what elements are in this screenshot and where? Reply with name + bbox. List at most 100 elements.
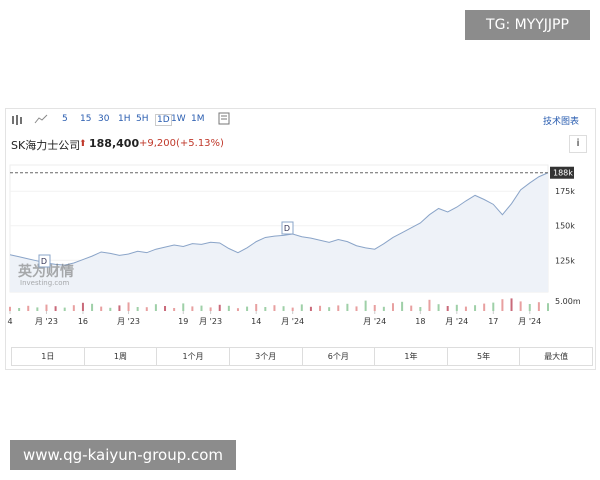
volume-bar	[382, 306, 385, 311]
range-button[interactable]: 1周	[85, 348, 158, 365]
volume-bar	[410, 305, 413, 311]
range-button[interactable]: 1日	[12, 348, 85, 365]
volume-bar	[373, 305, 376, 311]
volume-bar	[209, 307, 212, 311]
range-bar: 1日 1周 1个月 3个月 6个月 1年 5年 最大值	[11, 347, 593, 366]
x-tick-label: 月 '24	[363, 317, 386, 326]
x-tick-label: 月 '23	[199, 317, 222, 326]
volume-bar	[300, 304, 303, 311]
volume-bar	[27, 305, 30, 311]
volume-bar	[291, 307, 294, 311]
volume-bar	[255, 304, 258, 311]
x-tick-label: 14	[251, 317, 261, 326]
volume-bar	[401, 301, 404, 311]
range-button[interactable]: 1年	[375, 348, 448, 365]
volume-bar	[173, 308, 176, 311]
watermark-overlay: TG: MYYJJPP	[465, 10, 590, 40]
volume-bar	[18, 308, 21, 311]
volume-bar	[309, 306, 312, 311]
volume-bar	[446, 306, 449, 311]
url-overlay: www.qg-kaiyun-group.com	[10, 440, 236, 470]
price: 188,400	[89, 137, 140, 150]
range-button[interactable]: 3个月	[230, 348, 303, 365]
x-tick-label: 月 '24	[445, 317, 468, 326]
volume-bar	[528, 304, 531, 311]
watermark-brand: 英为财情	[17, 263, 74, 280]
calendar-icon[interactable]	[218, 112, 230, 125]
x-tick-label: 月 '23	[117, 317, 140, 326]
up-arrow: ⬆	[79, 139, 87, 149]
volume-bar	[474, 305, 477, 311]
volume-bar	[36, 307, 39, 311]
volume-bar	[337, 305, 340, 311]
candle-icon[interactable]	[11, 114, 23, 126]
technical-chart-link[interactable]: 技术图表	[542, 117, 579, 127]
volume-bar	[319, 305, 322, 311]
volume-bar	[227, 305, 230, 311]
range-button[interactable]: 最大值	[544, 352, 569, 361]
volume-bar	[118, 305, 121, 311]
dividend-box	[281, 221, 294, 235]
x-tick-label: 4	[7, 317, 12, 326]
x-tick-label: 月 '23	[35, 317, 58, 326]
volume-bar	[100, 306, 103, 311]
volume-bar	[9, 306, 11, 311]
interval-button[interactable]: 1H	[118, 114, 131, 124]
volume-bar	[483, 303, 486, 311]
y2-tick-label: 5.00m	[555, 297, 581, 306]
y-tick-label: 175k	[555, 187, 575, 196]
last-price-label: 188k	[553, 169, 573, 178]
change: +9,200	[139, 138, 177, 149]
volume-bar	[63, 307, 66, 311]
range-button[interactable]: 5年	[448, 348, 521, 365]
area-icon[interactable]	[34, 113, 48, 125]
volume-bar	[328, 307, 331, 311]
volume-bar	[437, 304, 440, 311]
volume-bar	[191, 306, 194, 311]
volume-bar	[455, 304, 458, 311]
interval-button[interactable]: 5H	[136, 114, 149, 124]
volume-bar	[282, 306, 285, 311]
volume-bar	[127, 302, 130, 311]
interval-button[interactable]: 1M	[191, 114, 205, 124]
range-button[interactable]: 1个月	[157, 348, 230, 365]
volume-bar	[510, 298, 513, 311]
volume-bar	[273, 305, 276, 311]
volume-bar	[182, 303, 185, 311]
x-tick-label: 18	[415, 317, 425, 326]
volume-bar	[364, 300, 367, 311]
volume-bar	[81, 302, 84, 311]
interval-button[interactable]: 15	[80, 114, 92, 124]
volume-bar	[391, 303, 394, 311]
volume-bar	[246, 306, 249, 311]
change-pct: (+5.13%)	[176, 138, 224, 149]
dividend-box	[38, 254, 51, 268]
volume-bar	[164, 306, 167, 311]
stock-name: SK海力士公司	[11, 139, 81, 152]
x-tick-label: 19	[178, 317, 188, 326]
last-price-box	[550, 166, 574, 179]
volume-bar	[236, 308, 239, 311]
volume-bar	[218, 304, 221, 311]
interval-button[interactable]: 5	[62, 114, 68, 124]
volume-bar	[136, 307, 139, 311]
volume-bar	[464, 306, 467, 311]
volume-bar	[45, 304, 48, 311]
interval-button[interactable]: 1D	[155, 114, 172, 126]
dividend-marker: D	[41, 257, 47, 266]
x-tick-label: 16	[78, 317, 88, 326]
x-tick-label: 月 '24	[518, 317, 541, 326]
interval-button[interactable]: 30	[98, 114, 110, 124]
volume-bar	[492, 302, 495, 311]
x-tick-label: 月 '24	[281, 317, 304, 326]
interval-button[interactable]: 1W	[171, 114, 186, 124]
volume-bar	[154, 304, 157, 311]
volume-bar	[519, 301, 522, 311]
volume-bar	[91, 303, 94, 311]
volume-bar	[419, 307, 422, 311]
info-button[interactable]: i	[569, 135, 587, 153]
price-line	[9, 172, 549, 266]
range-button[interactable]: 6个月	[303, 348, 376, 365]
volume-bar	[109, 307, 112, 311]
